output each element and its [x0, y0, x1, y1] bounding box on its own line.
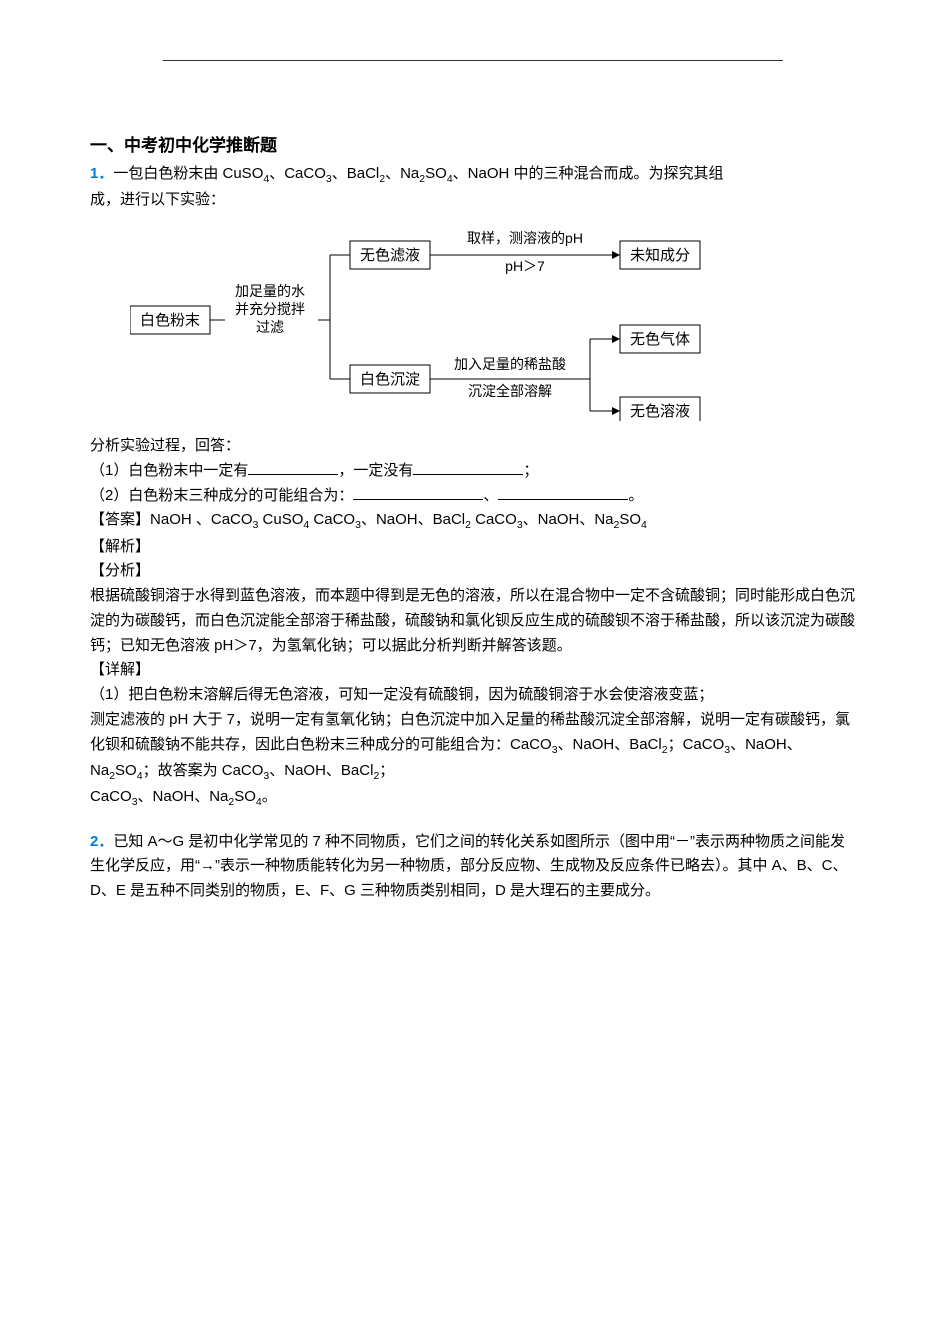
analysis-label: 【分析】 — [90, 559, 855, 584]
filtrate-note-bot: pH＞7 — [505, 258, 545, 274]
arrowhead-filtrate — [612, 251, 620, 259]
text-gas: 无色气体 — [630, 331, 690, 348]
text-white-powder: 白色粉末 — [140, 312, 200, 329]
ans-b: CuSO — [258, 511, 303, 528]
q1-sub2-a: （2）白色粉末三种成分的可能组合为： — [90, 487, 353, 504]
answer-label: 【答案】 — [90, 511, 150, 528]
ans-f: 、NaOH、Na — [523, 511, 614, 528]
ans-d: 、NaOH、BaCl — [361, 511, 465, 528]
precip-note-bot: 沉淀全部溶解 — [468, 383, 552, 399]
flow-diagram: 白色粉末 加足量的水 并充分搅拌 过滤 无色滤液 — [130, 221, 730, 426]
ans-g: SO — [619, 511, 641, 528]
q1-number: 1． — [90, 165, 113, 182]
blank-1 — [248, 459, 338, 475]
q1-stem-f: 、NaOH 中的三种混合而成。为探究其组 — [453, 165, 724, 182]
d2b: 、NaOH、BaCl — [558, 736, 662, 753]
d2j: 、NaOH、Na — [138, 788, 229, 805]
blank-3 — [353, 484, 483, 500]
q1-stem-d: 、Na — [385, 165, 419, 182]
arrow1-label-bot: 过滤 — [256, 319, 284, 335]
arrowhead-sol — [612, 407, 620, 415]
document-page: 一、中考初中化学推断题 1．一包白色粉末由 CuSO4、CaCO3、BaCl2、… — [0, 0, 945, 964]
analysis-body: 根据硫酸铜溶于水得到蓝色溶液，而本题中得到是无色的溶液，所以在混合物中一定不含硫… — [90, 584, 855, 658]
q1-stem-b: 、CaCO — [269, 165, 326, 182]
q1-sub1-c: ； — [523, 462, 538, 479]
header-rule — [163, 60, 783, 61]
detail-1: （1）把白色粉末溶解后得无色溶液，可知一定没有硫酸铜，因为硫酸铜溶于水会使溶液变… — [90, 683, 855, 708]
ans-e: CaCO — [471, 511, 517, 528]
q1-stem-line2: 成，进行以下实验： — [90, 188, 855, 213]
q2-text: 已知 A～G 是初中化学常见的 7 种不同物质，它们之间的转化关系如图所示（图中… — [90, 833, 848, 900]
q1-sub2-c: 。 — [628, 487, 643, 504]
q1-sub1-a: （1）白色粉末中一定有 — [90, 462, 248, 479]
section-title: 一、中考初中化学推断题 — [90, 131, 855, 156]
filtrate-note-top: 取样，测溶液的pH — [467, 230, 583, 246]
q2-body: 2．已知 A～G 是初中化学常见的 7 种不同物质，它们之间的转化关系如图所示（… — [90, 830, 855, 904]
detail-label: 【详解】 — [90, 658, 855, 683]
arrow1-label-top: 加足量的水 — [235, 283, 305, 299]
q1-stem-a: 一包白色粉末由 CuSO — [113, 165, 263, 182]
q1-sub2: （2）白色粉末三种成分的可能组合为： 、 。 — [90, 484, 855, 509]
q1-after-diagram: 分析实验过程，回答： — [90, 434, 855, 459]
q1-stem-c: 、BaCl — [332, 165, 380, 182]
blank-2 — [413, 459, 523, 475]
text-filtrate: 无色滤液 — [360, 247, 420, 264]
q1-sub1: （1）白色粉末中一定有 ，一定没有 ； — [90, 459, 855, 484]
ans-c: CaCO — [309, 511, 355, 528]
detail-2-line2: CaCO3、NaOH、Na2SO4。 — [90, 785, 855, 811]
arrowhead-gas — [612, 335, 620, 343]
precip-note-top: 加入足量的稀盐酸 — [454, 356, 566, 372]
q1-stem: 1．一包白色粉末由 CuSO4、CaCO3、BaCl2、Na2SO4、NaOH … — [90, 162, 855, 188]
q2-number: 2． — [90, 833, 113, 850]
q1-answer: 【答案】NaOH 、CaCO3 CuSO4 CaCO3、NaOH、BaCl2 C… — [90, 508, 855, 534]
detail-2: 测定滤液的 pH 大于 7，说明一定有氢氧化钠；白色沉淀中加入足量的稀盐酸沉淀全… — [90, 708, 855, 785]
q1-stem-e: SO — [425, 165, 447, 182]
text-unknown: 未知成分 — [630, 247, 690, 264]
d2f: ；故答案为 CaCO — [143, 762, 264, 779]
d2l: 。 — [262, 788, 277, 805]
spacer — [320, 255, 330, 379]
diagram-svg: 白色粉末 加足量的水 并充分搅拌 过滤 无色滤液 — [130, 221, 730, 421]
explain-label: 【解析】 — [90, 535, 855, 560]
q1-sub2-b: 、 — [483, 487, 498, 504]
text-sol: 无色溶液 — [630, 403, 690, 420]
d2k: SO — [234, 788, 256, 805]
arrow1-label-mid: 并充分搅拌 — [235, 301, 305, 317]
d2i: CaCO — [90, 788, 132, 805]
d2c: ；CaCO — [668, 736, 725, 753]
d2g: 、NaOH、BaCl — [269, 762, 373, 779]
ans-a: NaOH 、CaCO — [150, 511, 253, 528]
d2h: ； — [379, 762, 394, 779]
blank-4 — [498, 484, 628, 500]
text-precip: 白色沉淀 — [360, 371, 420, 388]
d2e: SO — [115, 762, 137, 779]
q1-sub1-b: ，一定没有 — [338, 462, 413, 479]
